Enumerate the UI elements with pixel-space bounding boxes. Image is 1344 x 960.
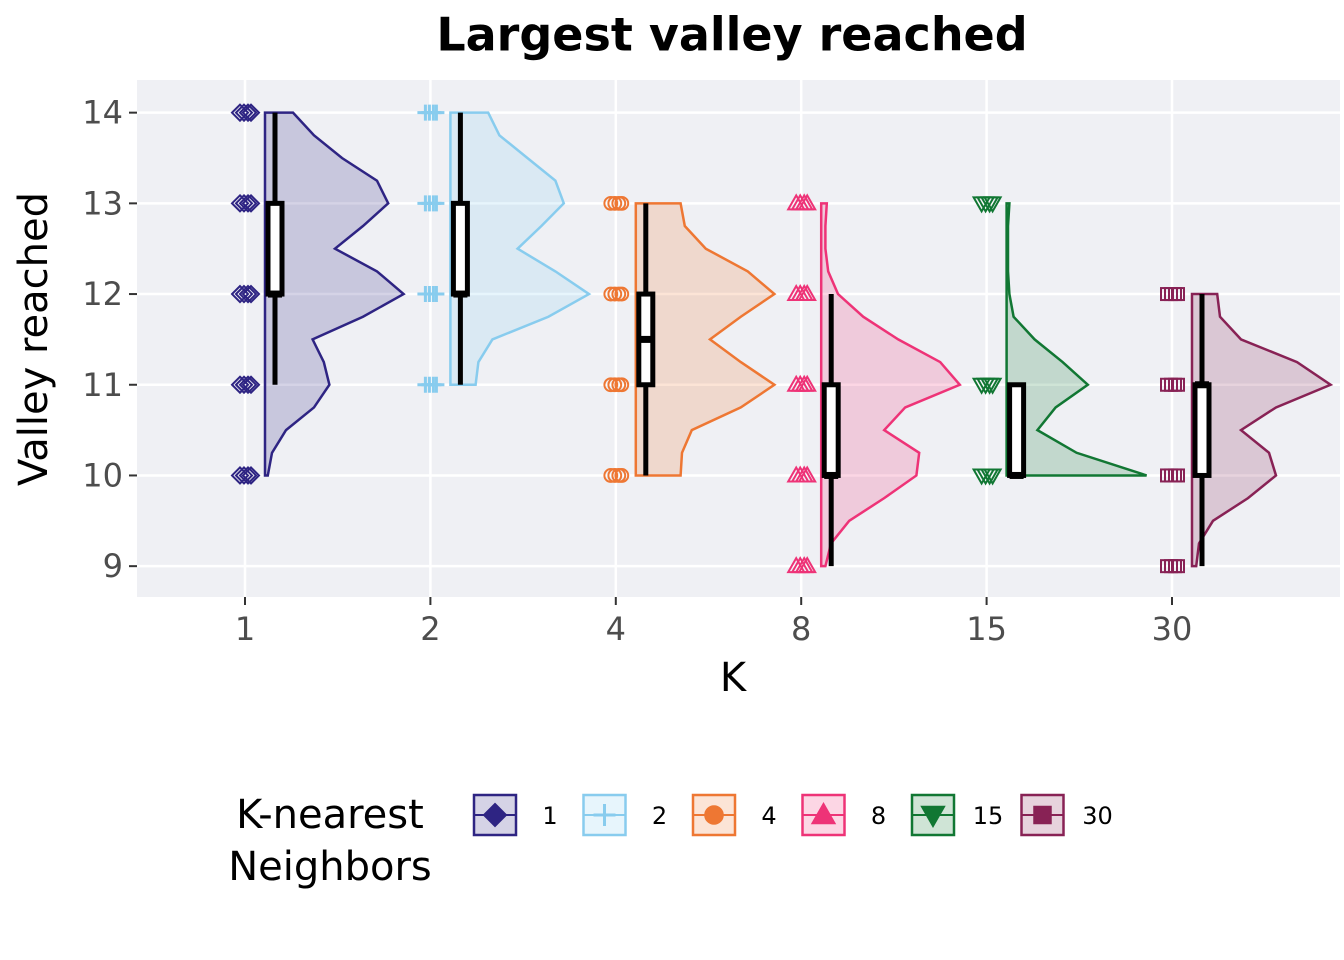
chart-title: Largest valley reached [436,8,1027,62]
point [797,374,817,392]
point [234,375,254,395]
legend-label: 15 [973,802,1004,830]
legend-marker [810,801,837,825]
point [428,376,445,393]
point [614,468,630,483]
y-tick-label: 10 [82,456,123,494]
point [607,468,623,483]
violin [449,111,592,387]
panel [137,80,1340,597]
point [607,377,623,393]
legend-label: 1 [542,802,557,830]
legend-marker [920,805,946,829]
point [428,286,445,303]
x-tick-label: 30 [1152,610,1193,648]
point [603,286,619,302]
y-tick-label: 12 [82,275,123,313]
point [241,103,261,123]
point [982,377,1003,395]
point [241,466,261,485]
violin [263,111,406,477]
point [614,286,630,302]
point [428,104,445,121]
point [241,193,261,213]
point [607,195,623,211]
point [607,286,623,302]
x-tick-label: 8 [791,610,811,648]
box [450,200,470,297]
x-axis-label: K [720,655,748,701]
point [1171,468,1185,483]
point [238,103,258,123]
y-tick-label: 13 [82,184,123,222]
x-tick-label: 2 [420,610,440,648]
x-tick-label: 4 [606,610,626,648]
point [797,284,817,302]
point [234,284,254,304]
point [614,377,630,393]
legend-title: Neighbors [228,844,432,890]
y-axis-label: Valley reached [11,192,57,486]
point [1171,287,1185,302]
point [982,468,1003,486]
legend-marker [1033,805,1052,825]
violin [1190,292,1334,568]
point [428,195,445,212]
point [241,375,261,395]
legend-marker [593,804,616,826]
y-tick-label: 14 [82,94,123,132]
point [241,284,261,304]
point [797,465,817,483]
violin [1005,202,1147,477]
x-tick-label: 15 [966,610,1007,648]
legend-label: 8 [871,802,886,830]
y-tick-label: 11 [82,366,123,404]
box [265,200,285,297]
point [797,556,817,574]
point [238,466,258,485]
legend-label: 2 [652,802,667,830]
legend-marker [482,802,508,828]
box [1192,382,1212,478]
point [234,193,254,213]
point [1171,377,1185,392]
violin [634,202,777,477]
violin [819,202,962,568]
point [238,284,258,304]
point [238,193,258,213]
point [1171,559,1185,574]
point [614,195,630,211]
point [797,193,817,211]
point [234,103,254,123]
point [603,195,619,211]
legend-label: 30 [1082,802,1113,830]
legend-title: K-nearest [236,792,424,838]
point [603,377,619,393]
y-tick-label: 9 [103,547,123,585]
point [234,466,254,485]
box [1007,382,1027,478]
legend-marker [704,805,724,825]
point [982,196,1003,214]
legend-label: 4 [761,802,776,830]
x-tick-label: 1 [235,610,255,648]
point [603,468,619,483]
point [238,375,258,395]
box [821,382,841,478]
